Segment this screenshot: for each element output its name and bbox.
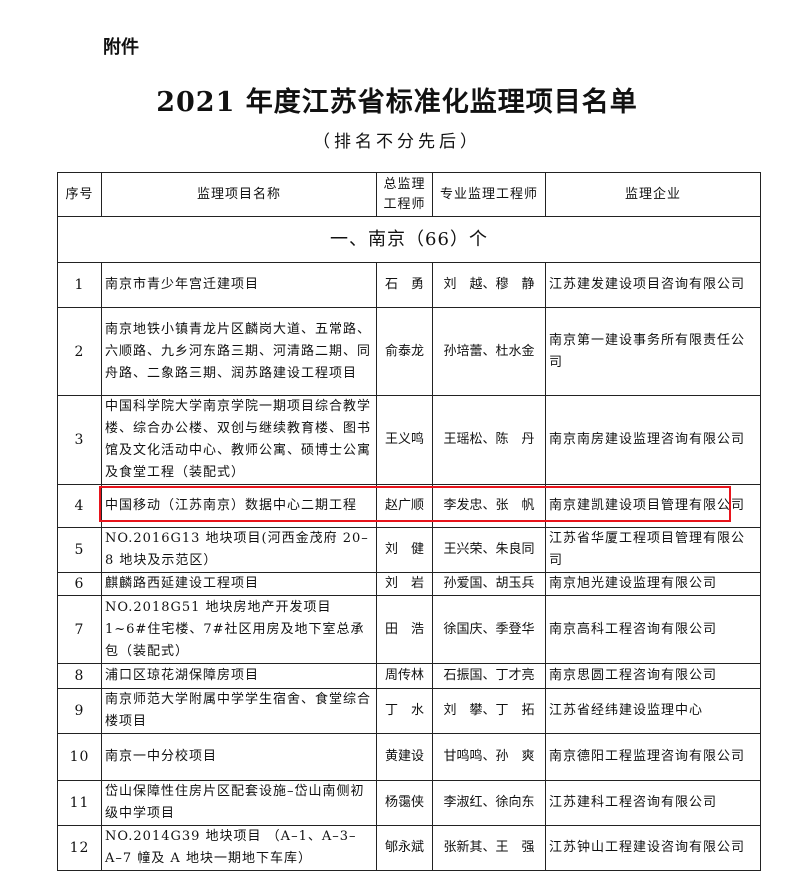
attachment-label: 附件 (103, 37, 139, 58)
row-number: 3 (57, 395, 102, 485)
company-name: 南京德阳工程监理咨询有限公司 (545, 733, 761, 781)
specialist-engineers: 王兴荣、朱良同 (432, 527, 546, 573)
project-name: 岱山保障性住房片区配套设施–岱山南侧初级中学项目 (101, 780, 377, 826)
project-name: 麒麟路西延建设工程项目 (101, 572, 377, 596)
row-number: 4 (57, 484, 102, 528)
specialist-engineers: 刘 越、穆 静 (432, 262, 546, 308)
chief-engineer: 田 浩 (376, 595, 433, 664)
table-row: 10 南京一中分校项目 黄建设 甘鸣鸣、孙 爽南京德阳工程监理咨询有限公司 (57, 733, 761, 781)
company-name: 南京南房建设监理咨询有限公司 (545, 395, 761, 485)
row-number: 2 (57, 307, 102, 396)
specialist-engineers: 刘 攀、丁 拓 (432, 688, 546, 734)
chief-engineer: 石 勇 (376, 262, 433, 308)
company-name: 江苏建科工程咨询有限公司 (545, 780, 761, 826)
project-name: 南京地铁小镇青龙片区麟岗大道、五常路、六顺路、九乡河东路三期、河清路二期、同舟路… (101, 307, 377, 396)
chief-engineer: 丁 水 (376, 688, 433, 734)
highlight-box (99, 486, 731, 522)
document-title: 2021 年度江苏省标准化监理项目名单 (156, 87, 638, 118)
chief-engineer: 郇永斌 (376, 825, 433, 871)
header-engineers: 专业监理工程师 (432, 172, 546, 217)
company-name: 江苏省华厦工程项目管理有限公司 (545, 527, 761, 573)
chief-engineer: 刘 岩 (376, 572, 433, 596)
project-name: 中国科学院大学南京学院一期项目综合教学楼、综合办公楼、双创与继续教育楼、图书馆及… (101, 395, 377, 485)
table-row: 9 南京师范大学附属中学学生宿舍、食堂综合楼项目丁 水刘 攀、丁 拓江苏省经纬建设… (57, 688, 761, 734)
project-name: NO.2016G13 地块项目(河西金茂府 20–8 地块及示范区） (101, 527, 377, 573)
table-row: 12 NO.2014G39 地块项目 （A–1、A–3–A–7 幢及 A 地块一期… (57, 825, 761, 871)
specialist-engineers: 石振国、丁才亮 (432, 663, 546, 689)
table-row: 2 南京地铁小镇青龙片区麟岗大道、五常路、六顺路、九乡河东路三期、河清路二期、同舟… (57, 307, 761, 396)
row-number: 12 (57, 825, 102, 871)
row-number: 10 (57, 733, 102, 781)
specialist-engineers: 徐国庆、季登华 (432, 595, 546, 664)
project-name: 南京师范大学附属中学学生宿舍、食堂综合楼项目 (101, 688, 377, 734)
company-name: 江苏钟山工程建设咨询有限公司 (545, 825, 761, 871)
specialist-engineers: 李淑红、徐向东 (432, 780, 546, 826)
project-name: NO.2018G51 地块房地产开发项目 1~6#住宅楼、7#社区用房及地下室总… (101, 595, 377, 664)
header-no: 序号 (57, 172, 102, 217)
table-row: 8 浦口区琼花湖保障房项目 周传林 石振国、丁才亮 南京思圆工程咨询有限公司 (57, 663, 761, 689)
project-name: 浦口区琼花湖保障房项目 (101, 663, 377, 689)
row-number: 6 (57, 572, 102, 596)
specialist-engineers: 孙培蕾、杜水金 (432, 307, 546, 396)
project-name: 南京市青少年宫迁建项目 (101, 262, 377, 308)
row-number: 7 (57, 595, 102, 664)
row-number: 5 (57, 527, 102, 573)
company-name: 江苏省经纬建设监理中心 (545, 688, 761, 734)
specialist-engineers: 孙爱国、胡玉兵 (432, 572, 546, 596)
project-name: 南京一中分校项目 (101, 733, 377, 781)
chief-engineer: 王义鸣 (376, 395, 433, 485)
company-name: 江苏建发建设项目咨询有限公司 (545, 262, 761, 308)
company-name: 南京思圆工程咨询有限公司 (545, 663, 761, 689)
project-table: 序号 监理项目名称 总监理工程师 专业监理工程师 监理企业 一、南京（66）个 … (57, 172, 761, 871)
table-row: 3 中国科学院大学南京学院一期项目综合教学楼、综合办公楼、双创与继续教育楼、图书馆… (57, 395, 761, 485)
table-row: 11 岱山保障性住房片区配套设施–岱山南侧初级中学项目 杨霭侠 李淑红、徐向东 江苏建科… (57, 780, 761, 826)
chief-engineer: 俞泰龙 (376, 307, 433, 396)
row-number: 8 (57, 663, 102, 689)
chief-engineer: 杨霭侠 (376, 780, 433, 826)
header-project: 监理项目名称 (101, 172, 377, 217)
header-company: 监理企业 (545, 172, 761, 217)
project-name: NO.2014G39 地块项目 （A–1、A–3–A–7 幢及 A 地块一期地下… (101, 825, 377, 871)
specialist-engineers: 张新其、王 强 (432, 825, 546, 871)
row-number: 9 (57, 688, 102, 734)
specialist-engineers: 王瑶松、陈 丹 (432, 395, 546, 485)
document-subtitle: （排名不分先后） (313, 132, 481, 152)
chief-engineer: 刘 健 (376, 527, 433, 573)
chief-engineer: 周传林 (376, 663, 433, 689)
company-name: 南京第一建设事务所有限责任公司 (545, 307, 761, 396)
header-chief: 总监理工程师 (376, 172, 433, 217)
table-row: 1 南京市青少年宫迁建项目石 勇刘 越、穆 静江苏建发建设项目咨询有限公司 (57, 262, 761, 308)
table-row: 7 NO.2018G51 地块房地产开发项目 1~6#住宅楼、7#社区用房及地下室… (57, 595, 761, 664)
table-row: 5 NO.2016G13 地块项目(河西金茂府 20–8 地块及示范区）刘 健王兴… (57, 527, 761, 573)
row-number: 11 (57, 780, 102, 826)
section-heading: 一、南京（66）个 (57, 216, 761, 263)
specialist-engineers: 甘鸣鸣、孙 爽 (432, 733, 546, 781)
chief-engineer: 黄建设 (376, 733, 433, 781)
row-number: 1 (57, 262, 102, 308)
company-name: 南京高科工程咨询有限公司 (545, 595, 761, 664)
table-row: 6 麒麟路西延建设工程项目刘 岩孙爱国、胡玉兵 南京旭光建设监理有限公司 (57, 572, 761, 596)
company-name: 南京旭光建设监理有限公司 (545, 572, 761, 596)
